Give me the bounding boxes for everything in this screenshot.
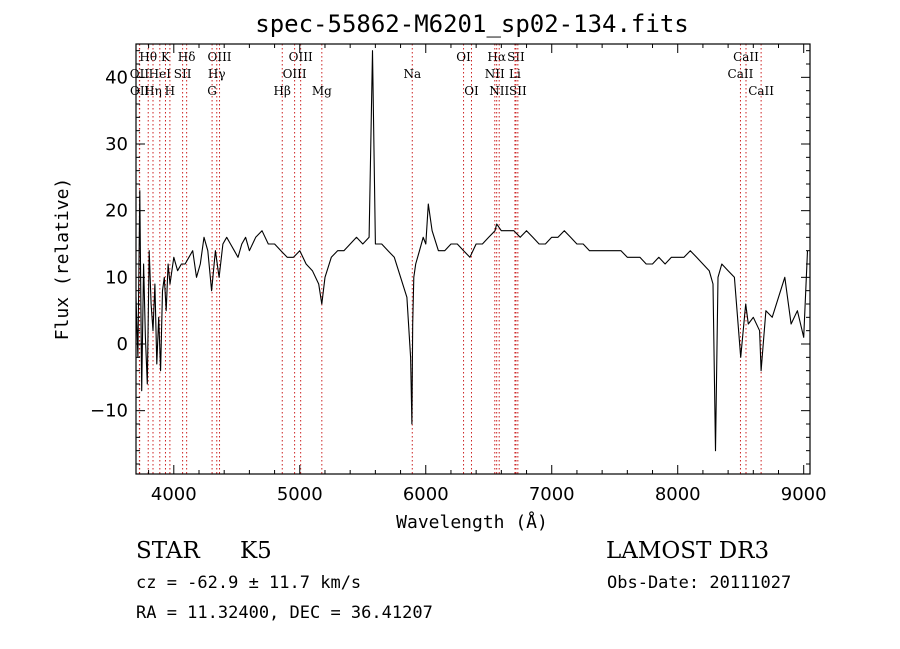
line-marker-label-19: Hα [487,50,506,64]
line-marker-label-7: SII [174,67,192,81]
x-tick-label-3: 7000 [529,484,575,505]
line-marker-label-20: NII [485,67,505,81]
line-marker-label-17: OI [456,50,471,64]
y-axis-label: Flux (relative) [52,178,73,341]
coordinates: RA = 11.32400, DEC = 36.41207 [136,603,433,623]
obs-date: Obs-Date: 20111027 [607,573,792,593]
x-tick-label-1: 5000 [277,484,323,505]
line-marker-label-11: G [207,84,217,98]
line-marker-label-22: SII [507,50,525,64]
line-marker-label-24: SII [509,84,527,98]
line-marker-label-8: Hδ [178,50,196,64]
line-marker-label-9: OIII [207,50,231,64]
axes: 4000 5000 6000 7000 8000 9000 −10 0 10 20 30 40 [90,44,827,505]
line-marker-label-10: Hγ [208,67,226,81]
line-marker-label-4: HeI [149,67,172,81]
series-layer [135,50,809,452]
line-marker-label-23: Li [509,67,521,81]
line-marker-label-25: CaII [733,50,759,64]
y-tick-label-4: 30 [105,134,128,155]
survey-name: LAMOST DR3 [606,538,770,564]
y-tick-label-3: 20 [105,201,128,222]
y-tick-label-2: 10 [105,267,128,288]
x-axis-label: Wavelength (Å) [396,511,548,533]
line-marker-label-13: OIII [289,50,313,64]
y-tick-label-5: 40 [105,67,128,88]
chart-title: spec-55862-M6201_sp02-134.fits [255,10,688,38]
line-marker-label-0: Hθ [139,50,157,64]
object-class: STAR [136,538,200,564]
line-marker-label-21: NII [489,84,509,98]
line-marker-label-6: H [165,84,175,98]
series-line-0 [135,50,809,452]
x-tick-label-5: 9000 [781,484,827,505]
y-tick-label-1: 0 [117,334,128,355]
line-marker-label-14: OIII [283,67,307,81]
line-marker-label-12: Hβ [274,84,291,98]
line-marker-label-5: K [161,50,171,64]
redshift-text: cz = -62.9 ± 11.7 km/s [136,573,362,593]
object-subclass: K5 [240,538,272,564]
line-marker-label-15: Mg [312,84,332,98]
x-tick-label-0: 4000 [151,484,197,505]
line-marker-label-27: CaII [748,84,774,98]
x-tick-label-4: 8000 [655,484,701,505]
line-marker-label-18: OI [464,84,479,98]
line-marker-label-26: CaII [728,67,754,81]
line-marker-label-16: Na [403,67,421,81]
x-tick-label-2: 6000 [403,484,449,505]
y-tick-label-0: −10 [90,401,128,422]
plot-frame [135,43,811,475]
line-marker-label-3: Hη [144,84,162,98]
